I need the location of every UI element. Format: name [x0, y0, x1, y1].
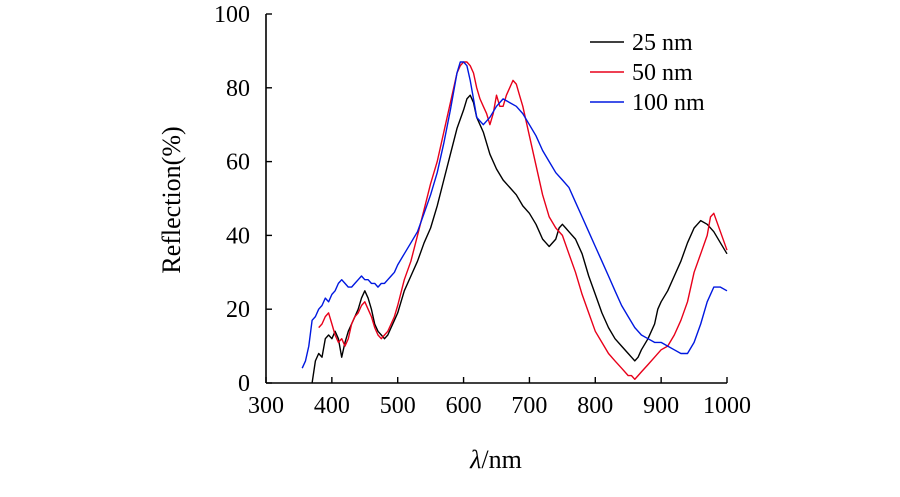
legend-label-100nm: 100 nm — [632, 90, 705, 116]
x-tick-label: 900 — [643, 393, 679, 419]
x-tick-label: 700 — [511, 393, 547, 419]
x-tick-label: 400 — [314, 393, 350, 419]
x-axis-symbol: λ — [469, 445, 481, 474]
y-tick-label: 20 — [226, 297, 250, 323]
series-group — [301, 61, 728, 384]
y-tick-label: 80 — [226, 76, 250, 102]
legend-label-25nm: 25 nm — [632, 30, 693, 56]
legend: 25 nm 50 nm 100 nm — [590, 30, 705, 116]
x-tick-label: 300 — [248, 393, 284, 419]
y-tick-label: 60 — [226, 150, 250, 176]
x-tick-label: 600 — [446, 393, 482, 419]
x-tick-label: 800 — [577, 393, 613, 419]
series-line-25nm — [311, 94, 728, 384]
x-axis-ticks: 300 400 500 600 700 800 900 1000 — [248, 377, 751, 419]
y-tick-label: 100 — [214, 2, 250, 28]
legend-label-50nm: 50 nm — [632, 60, 693, 86]
y-tick-label: 0 — [238, 371, 250, 397]
x-tick-label: 1000 — [703, 393, 751, 419]
x-tick-label: 500 — [380, 393, 416, 419]
series-line-50nm — [318, 61, 728, 380]
y-axis-ticks: 0 20 40 60 80 100 — [214, 2, 272, 397]
series-line-100nm — [301, 61, 728, 369]
x-axis-unit: /nm — [481, 445, 521, 474]
plot-frame — [265, 14, 727, 384]
x-axis-label: λ/nm — [469, 445, 522, 474]
y-axis-label: Reflection(%) — [157, 126, 186, 273]
y-tick-label: 40 — [226, 223, 250, 249]
